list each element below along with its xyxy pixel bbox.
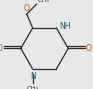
Text: NH: NH: [59, 22, 71, 31]
Text: CH₃: CH₃: [38, 0, 50, 3]
Text: O: O: [86, 44, 92, 53]
Text: CH₃: CH₃: [27, 86, 39, 89]
Text: O: O: [24, 4, 30, 13]
Text: O: O: [0, 44, 3, 53]
Text: N: N: [30, 72, 36, 81]
